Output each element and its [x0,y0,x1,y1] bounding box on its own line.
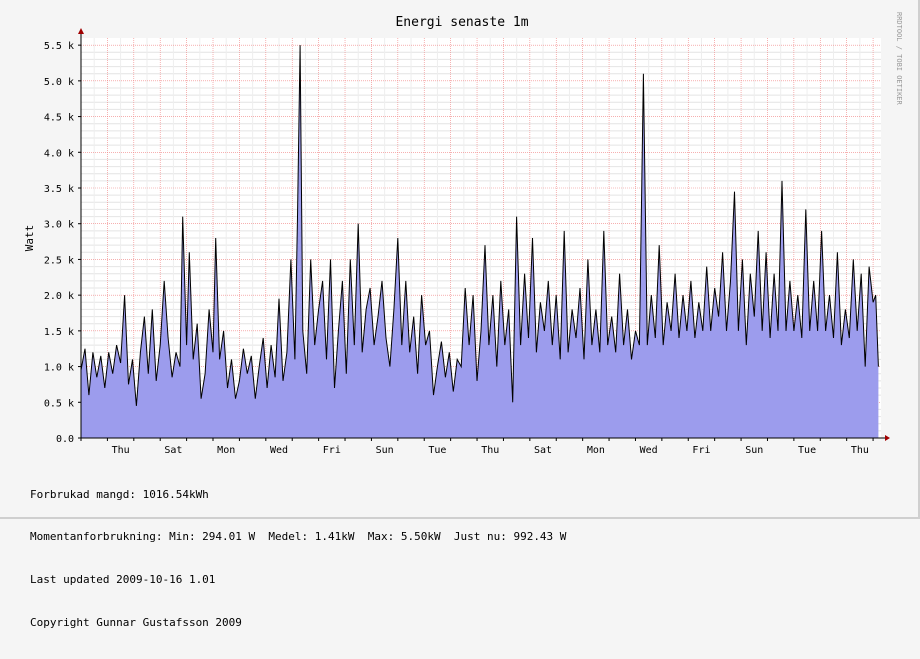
y-tick-label: 0.0 [56,434,74,445]
copyright: Copyright Gunnar Gustafsson 2009 [30,616,242,630]
major-grid [81,38,881,438]
y-axis-arrow [78,28,84,34]
x-tick-label: Tue [798,445,816,456]
x-tick-label: Mon [587,445,605,456]
x-tick-label: Thu [481,445,499,456]
y-tick-label: 3.0 k [44,220,74,231]
series-area [81,45,879,438]
axes [78,28,890,441]
x-tick-label: Wed [640,445,658,456]
x-tick-label: Fri [323,445,341,456]
rrdtool-watermark: RRDTOOL / TOBI OETIKER [895,12,903,106]
x-tick-label: Sat [164,445,182,456]
y-tick-label: 3.5 k [44,184,74,195]
x-tick-label: Sat [534,445,552,456]
y-axis-label: Watt [23,225,36,252]
y-tick-label: 1.5 k [44,327,74,338]
y-tick-label: 1.0 k [44,363,74,374]
x-tick-label: Sun [376,445,394,456]
x-tick-labels: Thu Sat Mon Wed Fri Sun Tue Thu Sat Mon Wed Fri Sun T… [106,438,874,456]
y-tick-label: 5.0 k [44,77,74,88]
y-tick-label: 5.5 k [44,41,74,52]
x-tick-label: Tue [428,445,446,456]
chart-frame: 0.0 0.5 k 1.0 k 1.5 k 2.0 k 2.5 k 3.0 k 3.5 k 4.… [0,0,920,629]
y-tick-label: 2.5 k [44,255,74,266]
x-tick-label: Wed [270,445,288,456]
x-tick-label: Thu [112,445,130,456]
x-tick-label: Mon [217,445,235,456]
x-tick-label: Thu [851,445,869,456]
last-updated: Last updated 2009-10-16 1.01 [30,573,216,587]
y-tick-label: 2.0 k [44,291,74,302]
x-axis-arrow [885,435,890,441]
x-tick-label: Fri [692,445,710,456]
x-tick-label: Sun [745,445,763,456]
y-tick-labels: 0.0 0.5 k 1.0 k 1.5 k 2.0 k 2.5 k 3.0 k 3.5 k 4.… [44,41,81,445]
instant-consumption: Momentanforbrukning: Min: 294.01 W Medel… [30,530,567,544]
stats-panel: Forbrukad mangd: 1016.54kWh Momentanforb… [30,459,566,659]
chart-title: Energi senaste 1m [395,15,528,30]
energy-chart: 0.0 0.5 k 1.0 k 1.5 k 2.0 k 2.5 k 3.0 k 3.5 k 4.… [23,12,903,456]
y-tick-label: 4.0 k [44,148,74,159]
series-line [80,45,879,406]
total-consumption: Forbrukad mangd: 1016.54kWh [30,487,209,501]
y-tick-label: 0.5 k [44,398,74,409]
y-tick-label: 4.5 k [44,113,74,124]
